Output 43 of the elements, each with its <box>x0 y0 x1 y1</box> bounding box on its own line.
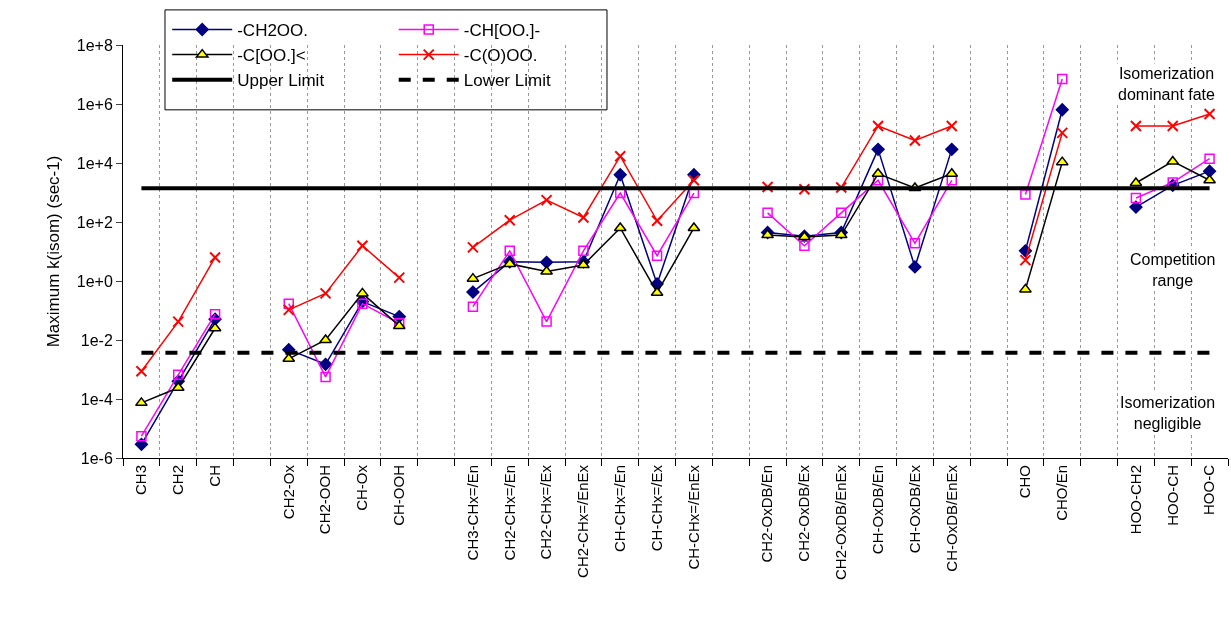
legend-label: -C(O)OO. <box>463 46 538 66</box>
y-tick-label: 1e+4 <box>76 154 113 172</box>
x-tick-label: CH-OxDB/En <box>868 465 886 555</box>
x-tick-label: CH <box>205 465 223 487</box>
y-tick-label: 1e+2 <box>76 213 113 231</box>
x-tick-label: CH2-CHx=/Ex <box>537 464 555 560</box>
annotation: Isomerization negligible <box>1120 394 1216 432</box>
y-tick-label: 1e+6 <box>76 95 113 113</box>
x-tick-label: HOO-CH <box>1163 465 1181 526</box>
x-tick-label: CH2-OOH <box>316 465 334 535</box>
x-tick-label: CH-CHx=/En <box>611 465 629 553</box>
y-tick-label: 1e-2 <box>80 331 113 349</box>
x-tick-label: CHO/En <box>1053 465 1071 521</box>
x-tick-label: CH2 <box>169 465 187 496</box>
y-tick-label: 1e-6 <box>80 449 113 467</box>
x-tick-label: CH-CHx=/EnEx <box>684 464 702 570</box>
x-tick-label: HOO-CH2 <box>1126 465 1144 535</box>
x-tick-label: CH2-OxDB/En <box>758 465 776 563</box>
legend-label: -CH[OO.]- <box>463 21 541 41</box>
y-tick-label: 1e-4 <box>80 390 113 408</box>
x-tick-label: CH2-OxDB/Ex <box>795 464 813 562</box>
x-tick-label: CH3-CHx=/En <box>463 465 481 561</box>
x-tick-label: CH2-CHx=/En <box>500 465 518 561</box>
legend-label: Upper Limit <box>237 71 325 91</box>
x-tick-label: CH-OOH <box>390 465 408 526</box>
x-tick-label: CH-OxDB/Ex <box>905 464 923 554</box>
y-axis-title: Maximum k(isom) (sec-1) <box>44 155 64 348</box>
x-tick-label: CH3 <box>132 465 150 496</box>
legend-label: -C[OO.]< <box>237 46 306 66</box>
x-tick-label: CH2-Ox <box>279 464 297 520</box>
annotation: Competition range <box>1130 251 1216 289</box>
x-tick-label: CH-Ox <box>353 464 371 511</box>
y-tick-label: 1e+0 <box>76 272 113 290</box>
legend-label: -CH2OO. <box>237 21 309 41</box>
annotation: Isomerization dominant fate <box>1118 65 1216 103</box>
legend-label: Lower Limit <box>463 71 551 91</box>
y-tick-label: 1e+8 <box>76 36 113 54</box>
x-tick-label: CH2-CHx=/EnEx <box>574 464 592 578</box>
x-tick-label: CH2-OxDB/EnEx <box>832 464 850 581</box>
x-tick-label: CH-CHx=/Ex <box>647 464 665 552</box>
x-tick-label: HOO-C <box>1200 464 1218 515</box>
x-tick-label: CHO <box>1016 465 1034 499</box>
x-tick-label: CH-OxDB/EnEx <box>942 464 960 572</box>
